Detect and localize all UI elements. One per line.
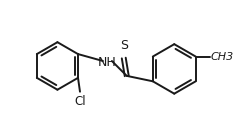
Text: NH: NH	[98, 56, 116, 68]
Text: CH3: CH3	[211, 52, 234, 62]
Text: Cl: Cl	[74, 95, 86, 108]
Text: S: S	[120, 39, 128, 52]
